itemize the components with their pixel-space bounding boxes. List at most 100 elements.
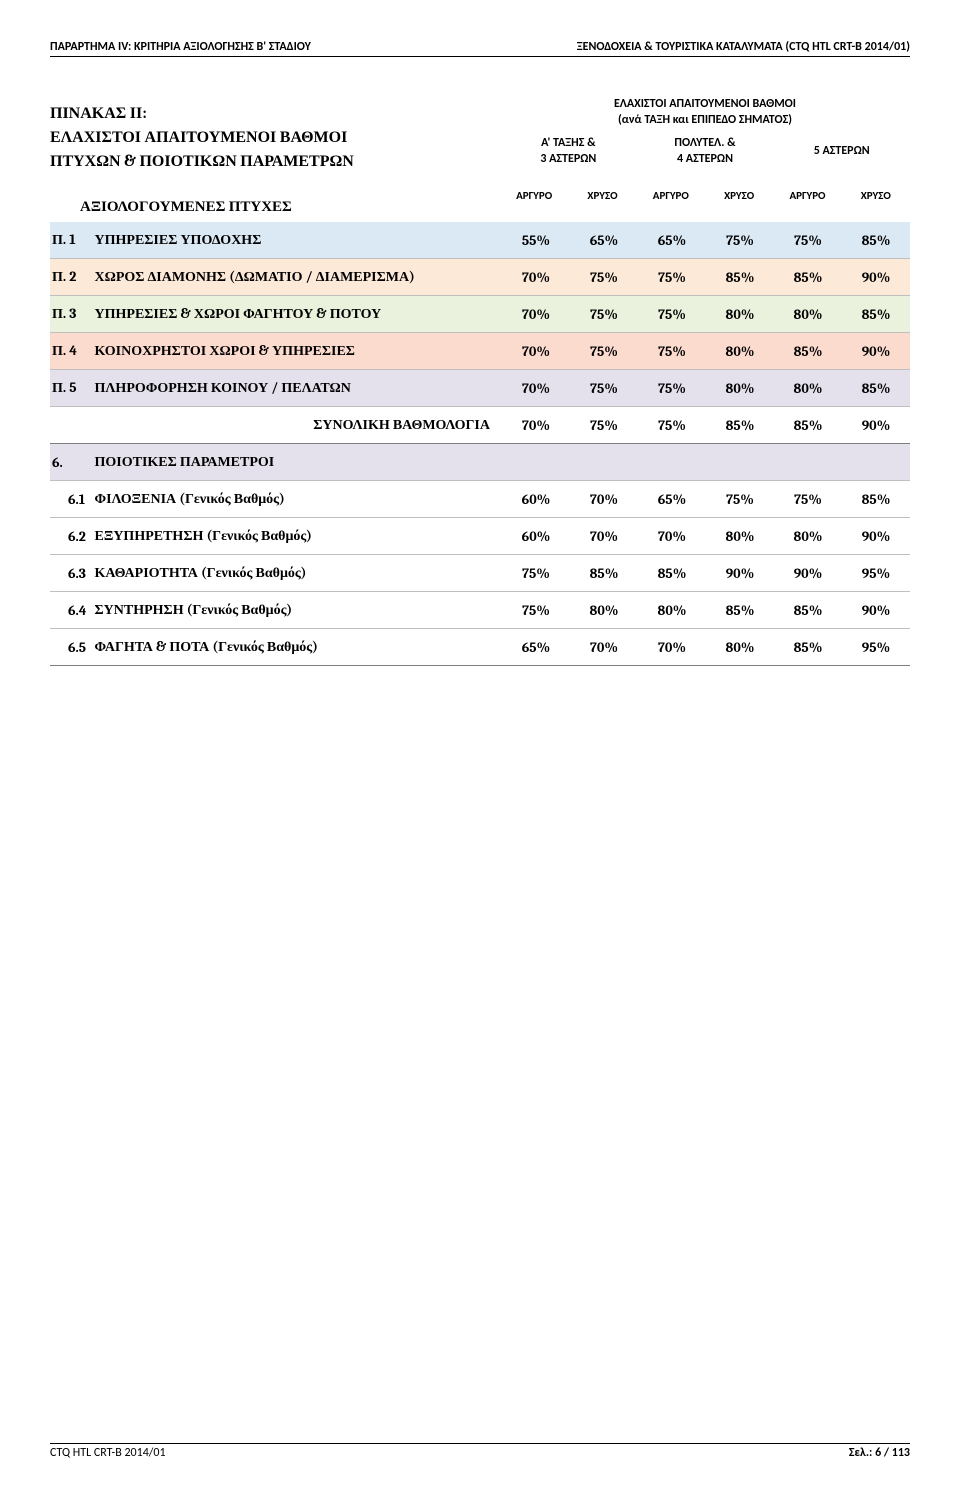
cell-value: 80% [774,370,842,407]
row-label: ΥΠΗΡΕΣΙΕΣ & ΧΩΡΟΙ ΦΑΓΗΤΟΥ & ΠΟΤΟΥ [91,296,503,333]
title-right-panel: ΕΛΑΧΙΣΤΟΙ ΑΠΑΙΤΟΥΜΕΝΟΙ ΒΑΘΜΟΙ (ανά ΤΑΞΗ … [500,97,910,169]
page-footer: CTQ HTL CRT-B 2014/01 Σελ.: 6 / 113 [50,1443,910,1460]
footer-right: Σελ.: 6 / 113 [849,1446,910,1460]
cell-value: 75% [502,555,570,592]
table-row: 6.1ΦΙΛΟΞΕΝΙΑ (Γενικός Βαθμός)60%70%65%75… [50,481,910,518]
cell-value: 95% [842,555,910,592]
table-row: 6.2ΕΞΥΠΗΡΕΤΗΣΗ (Γενικός Βαθμός)60%70%70%… [50,518,910,555]
row-code: 6.5 [50,629,91,666]
cell-value: 75% [570,259,638,296]
cell-value: 85% [842,296,910,333]
row-label: ΚΑΘΑΡΙΟΤΗΤΑ (Γενικός Βαθμός) [91,555,503,592]
cell-value: 75% [570,296,638,333]
cell-value: 70% [502,259,570,296]
main-table: Π. 1ΥΠΗΡΕΣΙΕΣ ΥΠΟΔΟΧΗΣ55%65%65%75%75%85%… [50,222,910,666]
cell-value: 80% [638,592,706,629]
sub-2: ΧΡΥΣΟ [568,185,636,216]
title-line-2: ΕΛΑΧΙΣΤΟΙ ΑΠΑΙΤΟΥΜΕΝΟΙ ΒΑΘΜΟΙ [50,128,347,146]
header-right: ΞΕΝΟΔΟΧΕΙΑ & ΤΟΥΡΙΣΤΙΚΑ ΚΑΤΑΛΥΜΑΤΑ (CTQ … [577,40,910,54]
header-left: ΠΑΡΑΡΤΗΜΑ IV: ΚΡΙΤΗΡΙΑ ΑΞΙΟΛΟΓΗΣΗΣ Β' ΣΤ… [50,40,311,54]
cell-value: 75% [502,592,570,629]
section-label: ΑΞΙΟΛΟΓΟΥΜΕΝΕΣ ΠΤΥΧΕΣ [50,185,500,216]
cell-value: 75% [774,481,842,518]
sub-4: ΧΡΥΣΟ [705,185,773,216]
row-code: 6.1 [50,481,91,518]
cell-value: 65% [638,222,706,259]
row-code: 6.4 [50,592,91,629]
title-section: ΠΙΝΑΚΑΣ ΙΙ: ΕΛΑΧΙΣΤΟΙ ΑΠΑΙΤΟΥΜΕΝΟΙ ΒΑΘΜΟ… [50,97,910,173]
cell-value: 85% [706,259,774,296]
cell-value: 65% [570,222,638,259]
cat-header-1: Α' ΤΑΞΗΣ & 3 ΑΣΤΕΡΩΝ [500,134,637,169]
cell-value: 60% [502,481,570,518]
row-label: ΦΙΛΟΞΕΝΙΑ (Γενικός Βαθμός) [91,481,503,518]
row-code: 6.3 [50,555,91,592]
cell-value: 85% [842,222,910,259]
cell-value: 60% [502,518,570,555]
sub-5: ΑΡΓΥΡΟ [773,185,841,216]
cell-value: 90% [842,259,910,296]
cell-value: 80% [570,592,638,629]
cell-value: 70% [638,629,706,666]
sub-headers: ΑΡΓΥΡΟ ΧΡΥΣΟ ΑΡΓΥΡΟ ΧΡΥΣΟ ΑΡΓΥΡΟ ΧΡΥΣΟ [500,185,910,216]
cell-value: 75% [638,370,706,407]
cell-value: 65% [638,481,706,518]
cell-value: 80% [774,296,842,333]
cell-value: 85% [774,592,842,629]
table-row: Π. 1ΥΠΗΡΕΣΙΕΣ ΥΠΟΔΟΧΗΣ55%65%65%75%75%85% [50,222,910,259]
cell-value: 85% [774,259,842,296]
table-row: 6.5ΦΑΓΗΤΑ & ΠΟΤΑ (Γενικός Βαθμός)65%70%7… [50,629,910,666]
cell-value: 90% [774,555,842,592]
cell-value: 85% [774,629,842,666]
row-label: ΚΟΙΝΟΧΡΗΣΤΟΙ ΧΩΡΟΙ & ΥΠΗΡΕΣΙΕΣ [91,333,503,370]
cell-value: 80% [706,370,774,407]
cell-value: 85% [706,592,774,629]
cell-value: 75% [638,296,706,333]
title-line-1: ΠΙΝΑΚΑΣ ΙΙ: [50,104,147,122]
cell-value: 85% [774,333,842,370]
cell-value: 95% [842,629,910,666]
table-row: Π. 5ΠΛΗΡΟΦΟΡΗΣΗ ΚΟΙΝΟΥ / ΠΕΛΑΤΩΝ70%75%75… [50,370,910,407]
category-headers: Α' ΤΑΞΗΣ & 3 ΑΣΤΕΡΩΝ ΠΟΛΥΤΕΛ. & 4 ΑΣΤΕΡΩ… [500,134,910,169]
cell-value: 75% [774,222,842,259]
table-row: 6.3ΚΑΘΑΡΙΟΤΗΤΑ (Γενικός Βαθμός)75%85%85%… [50,555,910,592]
cell-value: 70% [638,518,706,555]
quality-header-row: 6. ΠΟΙΟΤΙΚΕΣ ΠΑΡΑΜΕΤΡΟΙ [50,444,910,481]
cell-value: 75% [706,222,774,259]
cell-value: 75% [570,370,638,407]
cell-value: 90% [706,555,774,592]
cell-value: 80% [706,296,774,333]
cell-value: 85% [570,555,638,592]
quality-header-label: ΠΟΙΟΤΙΚΕΣ ΠΑΡΑΜΕΤΡΟΙ [91,444,503,481]
row-label: ΧΩΡΟΣ ΔΙΑΜΟΝΗΣ (ΔΩΜΑΤΙΟ / ΔΙΑΜΕΡΙΣΜΑ) [91,259,503,296]
cell-value: 90% [842,333,910,370]
cell-value: 80% [706,333,774,370]
cell-value: 70% [502,370,570,407]
cell-value: 85% [638,555,706,592]
section-header-row: ΑΞΙΟΛΟΓΟΥΜΕΝΕΣ ΠΤΥΧΕΣ ΑΡΓΥΡΟ ΧΡΥΣΟ ΑΡΓΥΡ… [50,185,910,216]
cell-value: 70% [570,518,638,555]
cat-header-3: 5 ΑΣΤΕΡΩΝ [773,134,910,169]
cell-value: 70% [502,296,570,333]
quality-header-code: 6. [50,444,91,481]
cell-value: 90% [842,592,910,629]
synolik-label: ΣΥΝΟΛΙΚΗ ΒΑΘΜΟΛΟΓΙΑ [91,407,503,444]
row-code: Π. 4 [50,333,91,370]
row-label: ΕΞΥΠΗΡΕΤΗΣΗ (Γενικός Βαθμός) [91,518,503,555]
sub-1: ΑΡΓΥΡΟ [500,185,568,216]
cell-value: 80% [706,518,774,555]
cell-value: 75% [638,333,706,370]
row-code: 6.2 [50,518,91,555]
sub-6: ΧΡΥΣΟ [842,185,910,216]
table-row: Π. 3ΥΠΗΡΕΣΙΕΣ & ΧΩΡΟΙ ΦΑΓΗΤΟΥ & ΠΟΤΟΥ70%… [50,296,910,333]
title-line-3: ΠΤΥΧΩΝ & ΠΟΙΟΤΙΚΩΝ ΠΑΡΑΜΕΤΡΩΝ [50,152,354,170]
table-row: 6.4ΣΥΝΤΗΡΗΣΗ (Γενικός Βαθμός)75%80%80%85… [50,592,910,629]
row-label: ΦΑΓΗΤΑ & ΠΟΤΑ (Γενικός Βαθμός) [91,629,503,666]
cell-value: 75% [706,481,774,518]
synolik-row: ΣΥΝΟΛΙΚΗ ΒΑΘΜΟΛΟΓΙΑ 70% 75% 75% 85% 85% … [50,407,910,444]
row-code: Π. 3 [50,296,91,333]
cell-value: 90% [842,518,910,555]
row-label: ΥΠΗΡΕΣΙΕΣ ΥΠΟΔΟΧΗΣ [91,222,503,259]
row-label: ΣΥΝΤΗΡΗΣΗ (Γενικός Βαθμός) [91,592,503,629]
row-code: Π. 5 [50,370,91,407]
